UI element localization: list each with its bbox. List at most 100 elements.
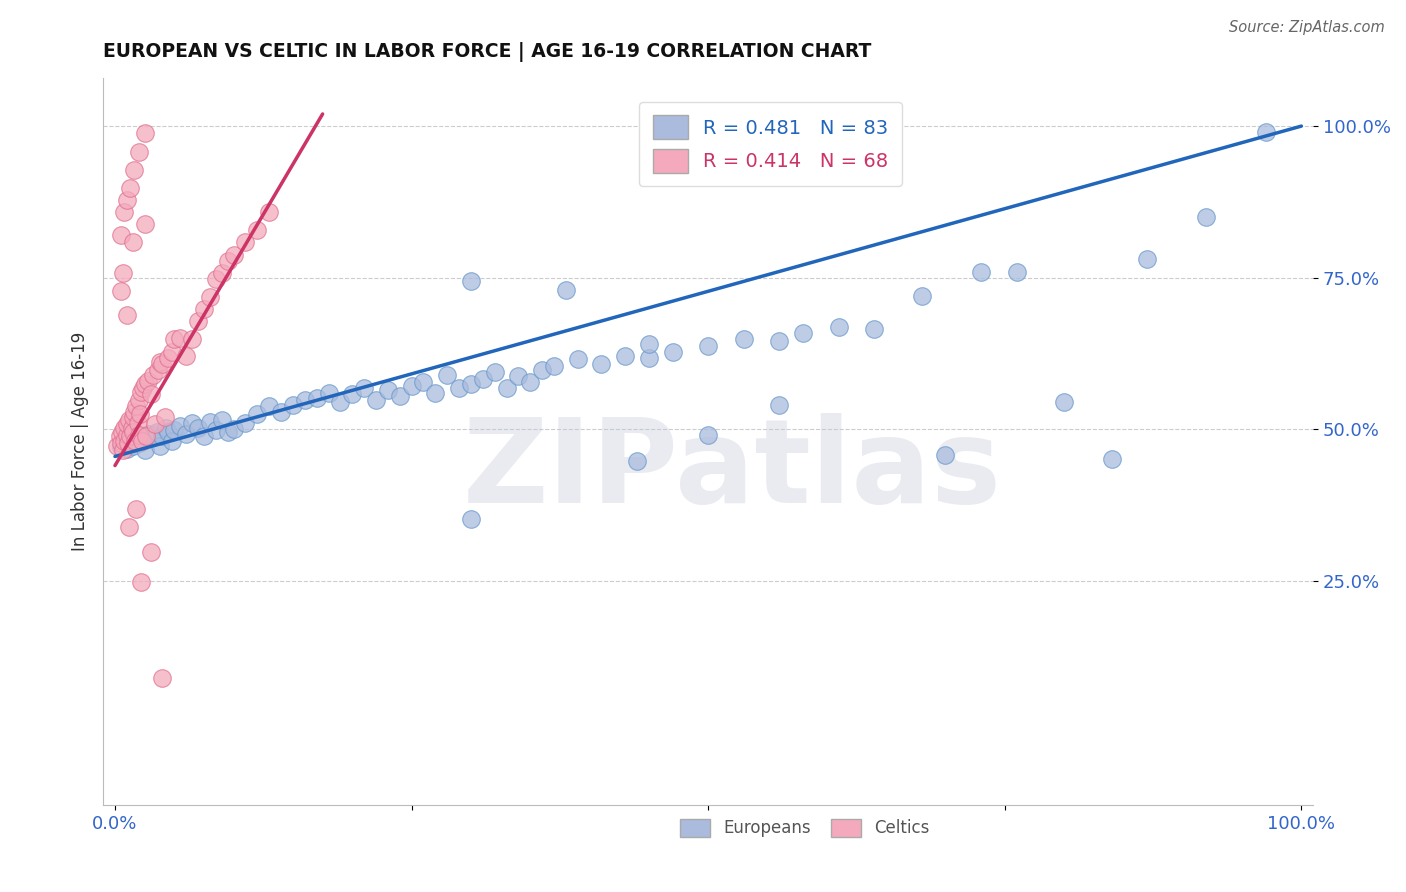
Point bbox=[257, 205, 280, 219]
Point bbox=[128, 145, 150, 159]
Point bbox=[377, 383, 399, 397]
Point bbox=[128, 435, 150, 450]
Point bbox=[554, 283, 576, 297]
Point bbox=[661, 344, 683, 359]
Point bbox=[120, 429, 142, 443]
Point bbox=[136, 374, 159, 388]
Point bbox=[353, 381, 375, 395]
Point bbox=[149, 355, 172, 369]
Point bbox=[495, 381, 517, 395]
Point bbox=[447, 381, 470, 395]
Point bbox=[638, 351, 661, 365]
Point bbox=[139, 431, 162, 445]
Point bbox=[198, 415, 221, 429]
Point bbox=[114, 437, 136, 451]
Point bbox=[460, 512, 482, 526]
Point bbox=[146, 363, 169, 377]
Point bbox=[614, 350, 637, 364]
Point bbox=[1195, 210, 1218, 224]
Point bbox=[733, 333, 755, 347]
Point bbox=[110, 284, 132, 298]
Point bbox=[122, 162, 145, 177]
Point bbox=[193, 429, 215, 443]
Point bbox=[235, 416, 257, 430]
Point bbox=[142, 368, 165, 382]
Point bbox=[110, 441, 132, 455]
Point bbox=[211, 413, 233, 427]
Point bbox=[114, 205, 136, 219]
Point bbox=[174, 350, 197, 364]
Point bbox=[270, 405, 292, 419]
Point bbox=[412, 375, 434, 389]
Point bbox=[294, 393, 316, 408]
Point bbox=[121, 439, 143, 453]
Point bbox=[567, 352, 589, 367]
Point bbox=[1005, 264, 1028, 278]
Point bbox=[127, 416, 149, 430]
Point bbox=[139, 544, 162, 558]
Point bbox=[157, 425, 180, 440]
Point bbox=[143, 428, 166, 442]
Point bbox=[121, 410, 143, 425]
Point bbox=[114, 434, 136, 449]
Point bbox=[121, 235, 143, 250]
Point bbox=[205, 272, 228, 286]
Point bbox=[543, 359, 565, 373]
Point bbox=[131, 434, 153, 449]
Point bbox=[163, 423, 186, 437]
Point bbox=[768, 334, 790, 349]
Point bbox=[125, 399, 148, 413]
Point bbox=[110, 435, 132, 450]
Point bbox=[169, 419, 191, 434]
Point bbox=[129, 429, 152, 443]
Point bbox=[112, 443, 135, 458]
Point bbox=[697, 338, 720, 352]
Point bbox=[246, 223, 269, 237]
Point bbox=[638, 337, 661, 351]
Point bbox=[697, 428, 720, 442]
Point bbox=[115, 417, 138, 432]
Legend: Europeans, Celtics: Europeans, Celtics bbox=[673, 812, 936, 844]
Point bbox=[115, 193, 138, 207]
Point bbox=[129, 384, 152, 399]
Point bbox=[364, 393, 387, 408]
Point bbox=[118, 520, 141, 534]
Point bbox=[257, 399, 280, 413]
Point bbox=[246, 407, 269, 421]
Text: ZIPatlas: ZIPatlas bbox=[463, 413, 1002, 528]
Point bbox=[828, 320, 851, 334]
Point bbox=[145, 425, 167, 440]
Point bbox=[531, 363, 554, 377]
Point bbox=[305, 391, 328, 405]
Point bbox=[205, 423, 228, 437]
Point bbox=[114, 421, 136, 435]
Point bbox=[110, 228, 132, 243]
Point bbox=[1254, 125, 1277, 139]
Point bbox=[329, 395, 352, 409]
Point bbox=[134, 127, 156, 141]
Point bbox=[198, 290, 221, 304]
Point bbox=[105, 439, 128, 453]
Point bbox=[471, 372, 494, 386]
Point bbox=[128, 428, 150, 442]
Point bbox=[153, 410, 176, 425]
Point bbox=[152, 429, 174, 443]
Point bbox=[118, 413, 141, 427]
Point bbox=[115, 428, 138, 442]
Point bbox=[132, 381, 155, 395]
Point bbox=[235, 235, 257, 250]
Point bbox=[318, 385, 340, 400]
Point bbox=[911, 289, 934, 303]
Point bbox=[120, 181, 142, 195]
Point bbox=[863, 322, 886, 336]
Point bbox=[149, 439, 172, 453]
Point bbox=[222, 422, 245, 436]
Point bbox=[169, 331, 191, 345]
Point bbox=[163, 333, 186, 347]
Point bbox=[152, 357, 174, 371]
Point bbox=[157, 351, 180, 365]
Point bbox=[129, 407, 152, 421]
Point bbox=[519, 375, 541, 389]
Point bbox=[187, 421, 209, 435]
Point bbox=[121, 425, 143, 440]
